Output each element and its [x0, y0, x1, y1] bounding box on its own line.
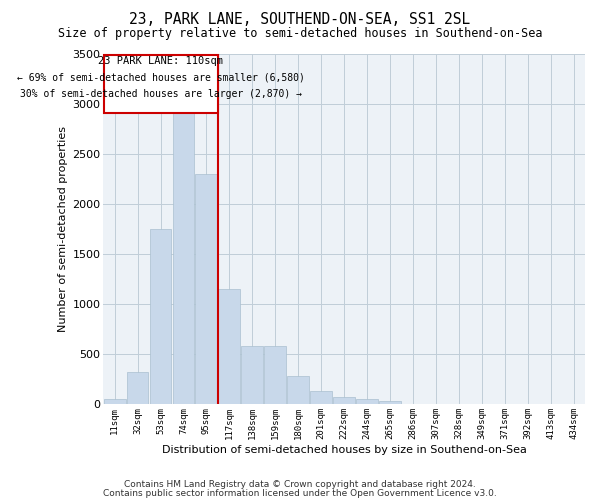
Bar	[173, 99, 194, 404]
Bar	[265, 346, 286, 405]
Text: 30% of semi-detached houses are larger (2,870) →: 30% of semi-detached houses are larger (…	[20, 89, 302, 99]
Bar	[356, 399, 378, 404]
Text: 23 PARK LANE: 110sqm: 23 PARK LANE: 110sqm	[98, 56, 223, 66]
Bar	[149, 229, 172, 404]
Text: Size of property relative to semi-detached houses in Southend-on-Sea: Size of property relative to semi-detach…	[58, 28, 542, 40]
Y-axis label: Number of semi-detached properties: Number of semi-detached properties	[58, 126, 68, 332]
Text: Contains HM Land Registry data © Crown copyright and database right 2024.: Contains HM Land Registry data © Crown c…	[124, 480, 476, 489]
Bar	[287, 376, 309, 404]
Bar	[196, 174, 217, 404]
Bar	[333, 398, 355, 404]
Bar	[379, 401, 401, 404]
Bar	[241, 346, 263, 405]
Bar	[218, 290, 240, 405]
X-axis label: Distribution of semi-detached houses by size in Southend-on-Sea: Distribution of semi-detached houses by …	[161, 445, 527, 455]
Bar	[310, 392, 332, 404]
Text: Contains public sector information licensed under the Open Government Licence v3: Contains public sector information licen…	[103, 488, 497, 498]
Text: ← 69% of semi-detached houses are smaller (6,580): ← 69% of semi-detached houses are smalle…	[17, 72, 305, 83]
Bar	[104, 400, 125, 404]
FancyBboxPatch shape	[104, 55, 218, 113]
Text: 23, PARK LANE, SOUTHEND-ON-SEA, SS1 2SL: 23, PARK LANE, SOUTHEND-ON-SEA, SS1 2SL	[130, 12, 470, 28]
Bar	[127, 372, 148, 404]
